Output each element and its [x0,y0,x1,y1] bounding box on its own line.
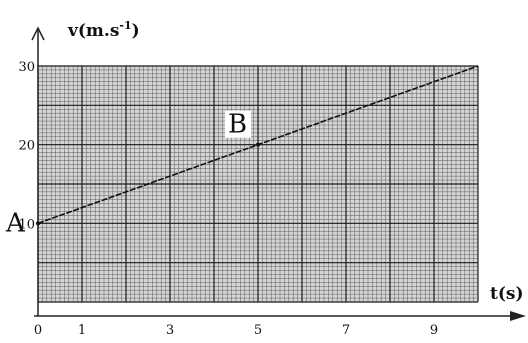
y-tick-labels: 10 20 30 [18,60,35,232]
x-tick-label: 7 [342,323,350,338]
point-label: A [5,208,26,238]
x-tick-label: 9 [430,323,438,338]
y-tick-label: 20 [18,139,35,154]
point-label-background [225,110,251,138]
point-marker [36,221,40,226]
x-axis-label: t(s) [490,284,524,304]
point-label: B [228,110,247,140]
x-tick-label: 0 [34,323,42,338]
x-tick-labels: 0 1 3 5 7 9 [34,323,438,338]
x-tick-label: 3 [166,323,174,338]
x-tick-label: 5 [254,323,262,338]
x-tick-label: 1 [78,323,86,338]
point-labels: AB [5,110,260,238]
y-tick-label: 10 [18,217,35,232]
y-axis-arrowhead [31,26,45,41]
point-marker [256,142,260,147]
x-axis-arrowhead [510,311,526,321]
major-grid [37,65,479,303]
y-axis-label: v(m.s-1) [67,19,140,41]
y-tick-label: 30 [18,60,35,75]
